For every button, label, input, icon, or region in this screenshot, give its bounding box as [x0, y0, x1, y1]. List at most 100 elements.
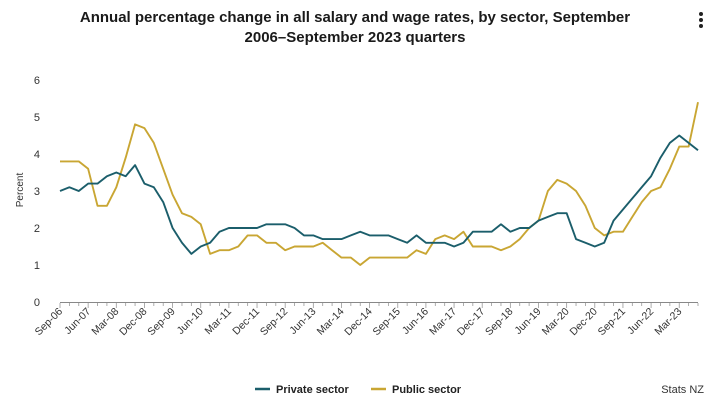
public-sector-point[interactable] — [170, 192, 175, 197]
private-sector-point[interactable] — [348, 233, 353, 238]
public-sector-point[interactable] — [142, 126, 147, 131]
private-sector-point[interactable] — [470, 229, 475, 234]
private-sector-point[interactable] — [264, 222, 269, 227]
private-sector-point[interactable] — [142, 181, 147, 186]
private-sector-point[interactable] — [658, 155, 663, 160]
private-sector-point[interactable] — [208, 240, 213, 245]
private-sector-point[interactable] — [461, 240, 466, 245]
public-sector-point[interactable] — [667, 166, 672, 171]
private-sector-point[interactable] — [555, 211, 560, 216]
public-sector-point[interactable] — [292, 244, 297, 249]
public-sector-point[interactable] — [583, 203, 588, 208]
private-sector-point[interactable] — [198, 244, 203, 249]
private-sector-point[interactable] — [414, 233, 419, 238]
private-sector-point[interactable] — [377, 233, 382, 238]
public-sector-point[interactable] — [377, 255, 382, 260]
private-sector-point[interactable] — [433, 240, 438, 245]
public-sector-point[interactable] — [76, 159, 81, 164]
public-sector-point[interactable] — [405, 255, 410, 260]
private-sector-point[interactable] — [301, 233, 306, 238]
private-sector-point[interactable] — [255, 226, 260, 231]
public-sector-point[interactable] — [311, 244, 316, 249]
private-sector-point[interactable] — [386, 233, 391, 238]
public-sector-point[interactable] — [133, 122, 138, 127]
public-sector-point[interactable] — [301, 244, 306, 249]
private-sector-point[interactable] — [498, 222, 503, 227]
legend-item-public-sector[interactable]: Public sector — [371, 384, 462, 396]
public-sector-point[interactable] — [104, 203, 109, 208]
public-sector-point[interactable] — [95, 203, 100, 208]
public-sector-point[interactable] — [348, 255, 353, 260]
private-sector-point[interactable] — [649, 174, 654, 179]
private-sector-point[interactable] — [489, 229, 494, 234]
public-sector-point[interactable] — [696, 100, 701, 105]
public-sector-point[interactable] — [217, 248, 222, 253]
public-sector-point[interactable] — [545, 189, 550, 194]
private-sector-point[interactable] — [620, 207, 625, 212]
public-sector-point[interactable] — [123, 155, 128, 160]
public-sector-point[interactable] — [489, 244, 494, 249]
private-sector-point[interactable] — [226, 226, 231, 231]
public-sector-point[interactable] — [442, 233, 447, 238]
private-sector-point[interactable] — [273, 222, 278, 227]
public-sector-point[interactable] — [555, 177, 560, 182]
private-sector-point[interactable] — [95, 181, 100, 186]
public-sector-point[interactable] — [86, 166, 91, 171]
public-sector-point[interactable] — [452, 237, 457, 242]
public-sector-point[interactable] — [208, 251, 213, 256]
public-sector-point[interactable] — [161, 166, 166, 171]
private-sector-point[interactable] — [423, 240, 428, 245]
private-sector-point[interactable] — [367, 233, 372, 238]
private-sector-point[interactable] — [480, 229, 485, 234]
private-sector-point[interactable] — [151, 185, 156, 190]
private-sector-point[interactable] — [405, 240, 410, 245]
private-sector-point[interactable] — [639, 185, 644, 190]
private-sector-point[interactable] — [508, 229, 513, 234]
public-sector-point[interactable] — [67, 159, 72, 164]
public-sector-point[interactable] — [423, 251, 428, 256]
public-sector-point[interactable] — [58, 159, 63, 164]
public-sector-point[interactable] — [480, 244, 485, 249]
public-sector-point[interactable] — [255, 233, 260, 238]
private-sector-point[interactable] — [67, 185, 72, 190]
public-sector-point[interactable] — [114, 185, 119, 190]
public-sector-point[interactable] — [620, 229, 625, 234]
private-sector-point[interactable] — [536, 218, 541, 223]
public-sector-point[interactable] — [414, 248, 419, 253]
public-sector-point[interactable] — [508, 244, 513, 249]
private-sector-point[interactable] — [189, 251, 194, 256]
private-sector-point[interactable] — [245, 226, 250, 231]
private-sector-point[interactable] — [86, 181, 91, 186]
private-sector-point[interactable] — [395, 237, 400, 242]
public-sector-point[interactable] — [358, 263, 363, 268]
private-sector-point[interactable] — [311, 233, 316, 238]
private-sector-point[interactable] — [292, 226, 297, 231]
private-sector-point[interactable] — [564, 211, 569, 216]
public-sector-point[interactable] — [273, 240, 278, 245]
private-sector-point[interactable] — [442, 240, 447, 245]
private-sector-point[interactable] — [217, 229, 222, 234]
private-sector-point[interactable] — [236, 226, 241, 231]
public-sector-point[interactable] — [245, 233, 250, 238]
private-sector-point[interactable] — [170, 226, 175, 231]
public-sector-point[interactable] — [592, 226, 597, 231]
private-sector-point[interactable] — [545, 214, 550, 219]
private-sector-point[interactable] — [358, 229, 363, 234]
public-sector-point[interactable] — [677, 144, 682, 149]
public-sector-point[interactable] — [574, 189, 579, 194]
public-sector-point[interactable] — [517, 237, 522, 242]
private-sector-point[interactable] — [133, 163, 138, 168]
private-sector-point[interactable] — [320, 237, 325, 242]
private-sector-point[interactable] — [114, 170, 119, 175]
more-vertical-icon[interactable] — [694, 12, 708, 32]
private-sector-point[interactable] — [161, 200, 166, 205]
private-sector-point[interactable] — [283, 222, 288, 227]
private-sector-point[interactable] — [696, 148, 701, 153]
public-sector-point[interactable] — [630, 214, 635, 219]
private-sector-point[interactable] — [686, 140, 691, 145]
private-sector-point[interactable] — [76, 189, 81, 194]
private-sector-point[interactable] — [574, 237, 579, 242]
private-sector-point[interactable] — [123, 174, 128, 179]
private-sector-point[interactable] — [330, 237, 335, 242]
public-sector-point[interactable] — [386, 255, 391, 260]
